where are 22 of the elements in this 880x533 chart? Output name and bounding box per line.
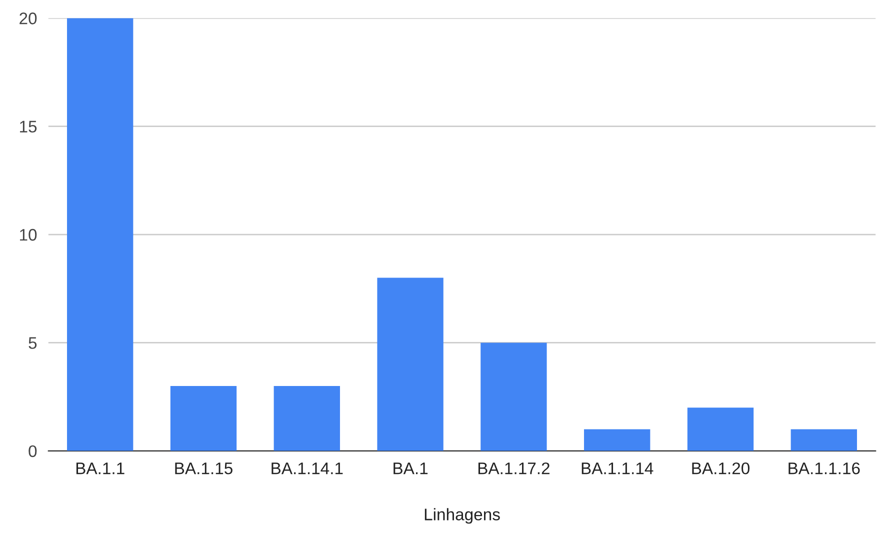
x-tick-label: BA.1 <box>394 462 428 474</box>
x-tick-label: BA.1.1 <box>76 462 124 474</box>
bar <box>480 342 547 451</box>
bar <box>67 18 134 451</box>
y-tick-label: 5 <box>28 337 37 349</box>
y-tick-label: 0 <box>28 445 37 458</box>
bar <box>687 408 754 451</box>
y-tick-label: 10 <box>20 228 37 241</box>
bar <box>584 429 650 451</box>
x-tick-label: BA.1.14.1 <box>272 462 343 474</box>
x-tick-label: BA.1.1.16 <box>788 462 860 474</box>
bar <box>377 278 444 451</box>
x-axis-title: Linhagens <box>424 508 500 524</box>
bar <box>170 386 237 451</box>
x-tick-label: BA.1.17.2 <box>478 462 550 474</box>
bar <box>790 429 857 451</box>
x-tick-label: BA.1.15 <box>175 462 232 474</box>
y-tick-label: 15 <box>20 120 37 133</box>
x-tick-label: BA.1.1.14 <box>582 462 654 474</box>
x-tick-label: BA.1.20 <box>692 462 750 474</box>
bar <box>274 386 340 451</box>
y-tick-label: 20 <box>20 12 37 24</box>
